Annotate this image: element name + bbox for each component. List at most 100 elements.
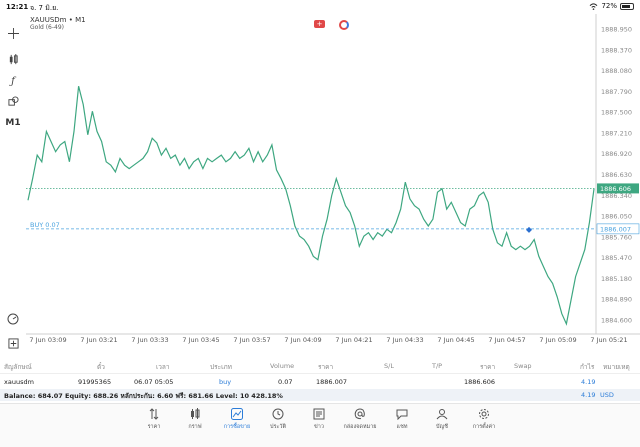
history-icon — [272, 408, 284, 420]
balance-currency: USD — [600, 391, 614, 399]
tab-label: บัญชี — [436, 424, 448, 430]
candles-icon — [191, 408, 200, 419]
price-tick-label: 1887.790 — [601, 88, 632, 96]
one-click-trading-icon[interactable]: + — [314, 20, 325, 28]
time-tick-label: 7 Jun 04:21 — [335, 336, 372, 344]
header-volume: Volume — [270, 362, 295, 370]
price-series-line — [27, 86, 595, 326]
price-tick-label: 1884.890 — [601, 296, 632, 304]
bid-price-label: 1886.606 — [600, 185, 631, 193]
chart-area[interactable]: 1888.950 1888.370 1888.080 1887.790 1887.500… — [26, 14, 640, 349]
price-tick-label: 1886.050 — [601, 213, 632, 221]
price-tick-label: 1887.500 — [601, 109, 632, 117]
price-tick-label: 1888.950 — [601, 26, 632, 34]
add-order-icon[interactable] — [6, 336, 20, 350]
time-tick-label: 7 Jun 04:57 — [488, 336, 525, 344]
tab-label: ประวัติ — [269, 424, 287, 430]
table-row[interactable]: xauusdm 91995365 06.07 05:05 buy 0.07 18… — [0, 376, 640, 388]
bid-price-box — [597, 183, 639, 194]
time-tick-label: 7 Jun 04:45 — [437, 336, 474, 344]
row-ticket: 91995365 — [78, 378, 112, 386]
price-tick-label: 1886.340 — [601, 192, 632, 200]
header-tp: T/P — [432, 362, 443, 370]
header-profit: กำไร — [580, 363, 595, 371]
tab-quotes[interactable]: ราคา — [134, 408, 174, 431]
row-type: buy — [219, 378, 232, 386]
price-tick-label: 1885.180 — [601, 275, 632, 283]
chart-top-icons: + — [314, 20, 349, 30]
objects-icon[interactable] — [6, 94, 20, 108]
time-tick-label: 7 Jun 05:09 — [539, 336, 576, 344]
tab-settings[interactable]: การตั้งค่า — [464, 408, 504, 431]
time-tick-label: 7 Jun 03:45 — [182, 336, 219, 344]
buy-price-label: 1886.007 — [600, 225, 631, 233]
time-tick-label: 7 Jun 03:21 — [80, 336, 117, 344]
arrows-updown-icon — [149, 408, 159, 420]
gear-icon — [479, 409, 489, 419]
timeframe-button[interactable]: M1 — [5, 118, 21, 128]
header-open-price: ราคา — [318, 363, 334, 371]
chart-toolbar: ƒ M1 — [0, 14, 26, 349]
indicators-icon[interactable]: ƒ — [11, 75, 15, 87]
battery-percent: 72% — [601, 2, 617, 10]
header-sl: S/L — [384, 362, 394, 370]
balance-profit: 4.19 — [581, 391, 596, 399]
time-tick-label: 7 Jun 03:57 — [233, 336, 270, 344]
time-tick-label: 7 Jun 03:09 — [29, 336, 66, 344]
chart-symbol-description: Gold (6-49) — [30, 24, 65, 31]
row-profit: 4.19 — [581, 378, 596, 386]
candles-icon[interactable] — [6, 52, 20, 66]
price-tick-label: 1885.760 — [601, 233, 632, 241]
speedometer-icon[interactable] — [6, 312, 20, 326]
row-volume: 0.07 — [278, 378, 293, 386]
tab-label: กราฟ — [188, 424, 202, 430]
chart-symbol: XAUUSDm • M1 — [30, 16, 86, 24]
price-tick-label: 1885.470 — [601, 254, 632, 262]
battery-icon — [620, 2, 634, 10]
row-symbol: xauusdm — [4, 378, 34, 386]
row-price: 1886.606 — [464, 378, 496, 386]
header-ticket: ตั๋ว — [97, 363, 105, 371]
status-time: 12:21 — [6, 3, 29, 11]
tab-account[interactable]: บัญชี — [422, 408, 462, 431]
tab-label: ราคา — [147, 424, 161, 430]
tab-mailbox[interactable]: กล่องจดหมาย — [340, 408, 380, 431]
buy-order-label: BUY 0.07 — [30, 221, 60, 229]
tab-trade[interactable]: การซื้อขาย — [217, 408, 257, 431]
price-tick-label: 1886.630 — [601, 171, 632, 179]
bottom-tab-bar: ราคา กราฟ การซื้อขาย ประวัติ ข่าว กล่องจ… — [0, 403, 640, 447]
time-tick-label: 7 Jun 05:21 — [590, 336, 627, 344]
status-date: จ. 7 มิ.ย. — [30, 4, 59, 12]
price-tick-label: 1886.920 — [601, 150, 632, 158]
wifi-icon — [590, 2, 598, 10]
time-tick-label: 7 Jun 03:33 — [131, 336, 168, 344]
price-tick-label: 1888.080 — [601, 67, 632, 75]
balance-bar: Balance: 684.07 Equity: 688.26 หลักประกั… — [0, 389, 640, 401]
header-swap: Swap — [514, 362, 532, 370]
tab-history[interactable]: ประวัติ — [258, 408, 298, 431]
price-tick-label: 1884.600 — [601, 317, 632, 325]
tab-news[interactable]: ข่าว — [299, 408, 339, 431]
balance-text: Balance: 684.07 Equity: 688.26 หลักประกั… — [4, 392, 283, 400]
header-symbol: สัญลักษณ์ — [4, 363, 32, 371]
header-price: ราคา — [480, 363, 496, 371]
header-time: เวลา — [156, 363, 170, 371]
tab-label: กล่องจดหมาย — [343, 424, 377, 430]
price-chart[interactable]: 1888.950 1888.370 1888.080 1887.790 1887.500… — [26, 14, 640, 349]
crosshair-icon[interactable] — [6, 26, 20, 40]
trade-chart-icon — [231, 408, 243, 420]
tab-label: ข่าว — [314, 424, 324, 430]
tab-label: แชท — [396, 424, 408, 430]
news-icon — [313, 408, 325, 420]
signal-icon[interactable] — [339, 20, 349, 30]
time-tick-label: 7 Jun 04:09 — [284, 336, 321, 344]
tab-chat[interactable]: แชท — [382, 408, 422, 431]
at-icon — [354, 408, 365, 420]
tab-label: การซื้อขาย — [223, 424, 251, 430]
status-bar: 12:21 จ. 7 มิ.ย. 72% — [0, 0, 640, 14]
tab-label: การตั้งค่า — [472, 424, 496, 430]
tab-chart[interactable]: กราฟ — [175, 408, 215, 431]
price-tick-label: 1888.370 — [601, 46, 632, 54]
price-tick-label: 1887.210 — [601, 129, 632, 137]
